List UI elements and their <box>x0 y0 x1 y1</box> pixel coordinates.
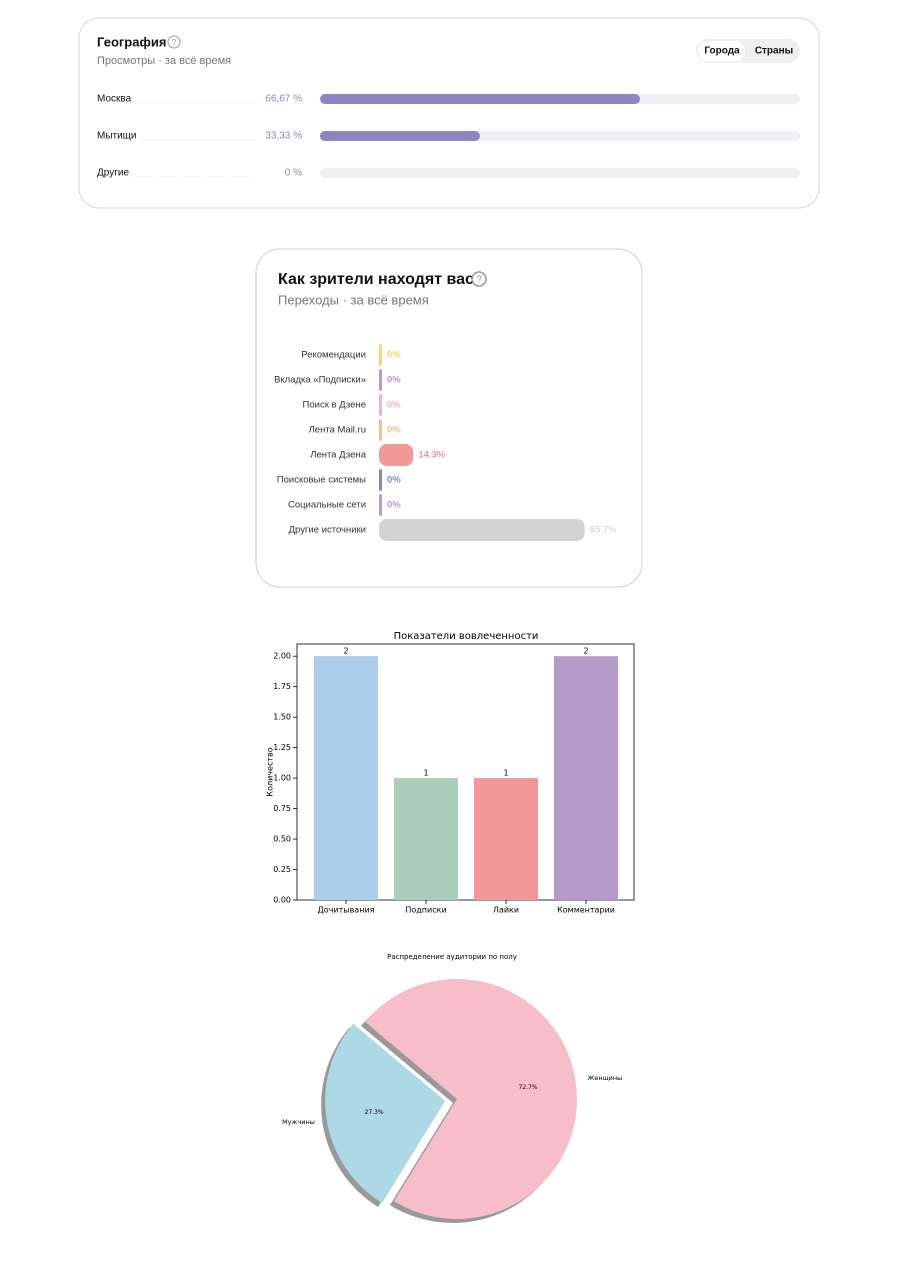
wedge <box>365 979 577 1219</box>
chart-title: Распределение аудитории по полу <box>387 953 517 961</box>
chart-title: Показатели вовлеченности <box>394 631 539 642</box>
card <box>255 248 643 588</box>
value-label: 0% <box>387 350 401 361</box>
gender-chart: Распределение аудитории по полу Мужчины 2… <box>282 953 622 1224</box>
card-subtitle: Просмотры · за всё время <box>97 55 231 67</box>
y-tick-label: 0.50 <box>273 835 291 844</box>
value-label: 66,67 % <box>265 94 302 105</box>
row-label: Москва <box>97 94 132 105</box>
value-label: 14.3% <box>418 450 445 461</box>
row-label: Другие источники <box>289 525 366 536</box>
y-tick-label: 0.25 <box>273 865 291 874</box>
card-title: География <box>97 34 166 49</box>
value-label: 2 <box>343 647 348 656</box>
x-tick-label: Дочитывания <box>318 906 375 915</box>
pie-label: Женщины <box>587 1074 622 1082</box>
tab-active <box>698 41 745 61</box>
y-tick-label: 1.00 <box>273 774 291 783</box>
engagement-chart: Показатели вовлеченности Количество 0.00… <box>266 631 635 915</box>
value-label: 0 % <box>285 168 302 179</box>
value-label: 2 <box>583 647 588 656</box>
tab[interactable]: Города <box>704 46 740 57</box>
row-label: Другие <box>97 168 129 179</box>
value-label: 1 <box>423 769 428 778</box>
row-label: Мытищи <box>97 131 137 142</box>
row-label: Социальные сети <box>288 500 366 511</box>
bar <box>379 344 382 366</box>
y-tick-label: 0.00 <box>273 896 291 905</box>
card-title: Как зрители находят вас <box>278 271 474 288</box>
bar <box>320 94 641 104</box>
row-label: Лента Mail.ru <box>309 425 366 436</box>
bar <box>379 494 382 516</box>
y-tick-label: 1.50 <box>273 713 291 722</box>
value-label: 0% <box>387 475 401 486</box>
bar <box>379 419 382 441</box>
row-label: Поиск в Дзене <box>303 400 366 411</box>
geo-card: География ? Просмотры · за всё время Гор… <box>78 17 820 209</box>
row-label: Поисковые системы <box>277 475 366 486</box>
row-label: Рекомендации <box>301 350 366 361</box>
row-label: Лента Дзена <box>310 450 366 461</box>
help-icon[interactable] <box>471 271 487 287</box>
sources-card: Как зрители находят вас ? Переходы · за … <box>255 248 643 588</box>
help-icon[interactable] <box>167 35 181 49</box>
x-tick-label: Комментарии <box>557 906 615 915</box>
x-tick-label: Подписки <box>405 906 446 915</box>
y-axis-label: Количество <box>266 747 275 796</box>
help-icon: ? <box>172 38 177 47</box>
pct-label: 27.3% <box>365 1109 384 1116</box>
y-tick-label: 0.75 <box>273 804 291 813</box>
bar <box>474 778 538 900</box>
value-label: 0% <box>387 500 401 511</box>
wedge <box>325 1023 446 1203</box>
value-label: 85.7% <box>590 525 617 536</box>
help-icon: ? <box>476 275 482 286</box>
bar <box>394 778 458 900</box>
bar <box>379 444 414 466</box>
bar <box>314 656 378 900</box>
value-label: 0% <box>387 400 401 411</box>
y-tick-label: 2.00 <box>273 652 291 661</box>
value-label: 0% <box>387 425 401 436</box>
bar <box>379 394 382 416</box>
y-tick-label: 1.25 <box>273 743 291 752</box>
pct-label: 72.7% <box>519 1084 538 1091</box>
bar <box>379 369 382 391</box>
x-tick-label: Лайки <box>493 906 519 915</box>
value-label: 1 <box>503 769 508 778</box>
track <box>320 168 800 178</box>
bar <box>379 519 585 541</box>
value-label: 0% <box>387 375 401 386</box>
value-label: 33,33 % <box>265 131 302 142</box>
bar <box>379 469 382 491</box>
bar <box>554 656 618 900</box>
row-label: Вкладка «Подписки» <box>274 375 366 386</box>
axes-frame <box>296 643 635 901</box>
bar <box>320 131 480 141</box>
pie-label: Мужчины <box>282 1118 315 1126</box>
tab[interactable]: Страны <box>755 46 793 57</box>
card-subtitle: Переходы · за всё время <box>278 292 429 307</box>
y-tick-label: 1.75 <box>273 682 291 691</box>
card <box>78 17 820 209</box>
